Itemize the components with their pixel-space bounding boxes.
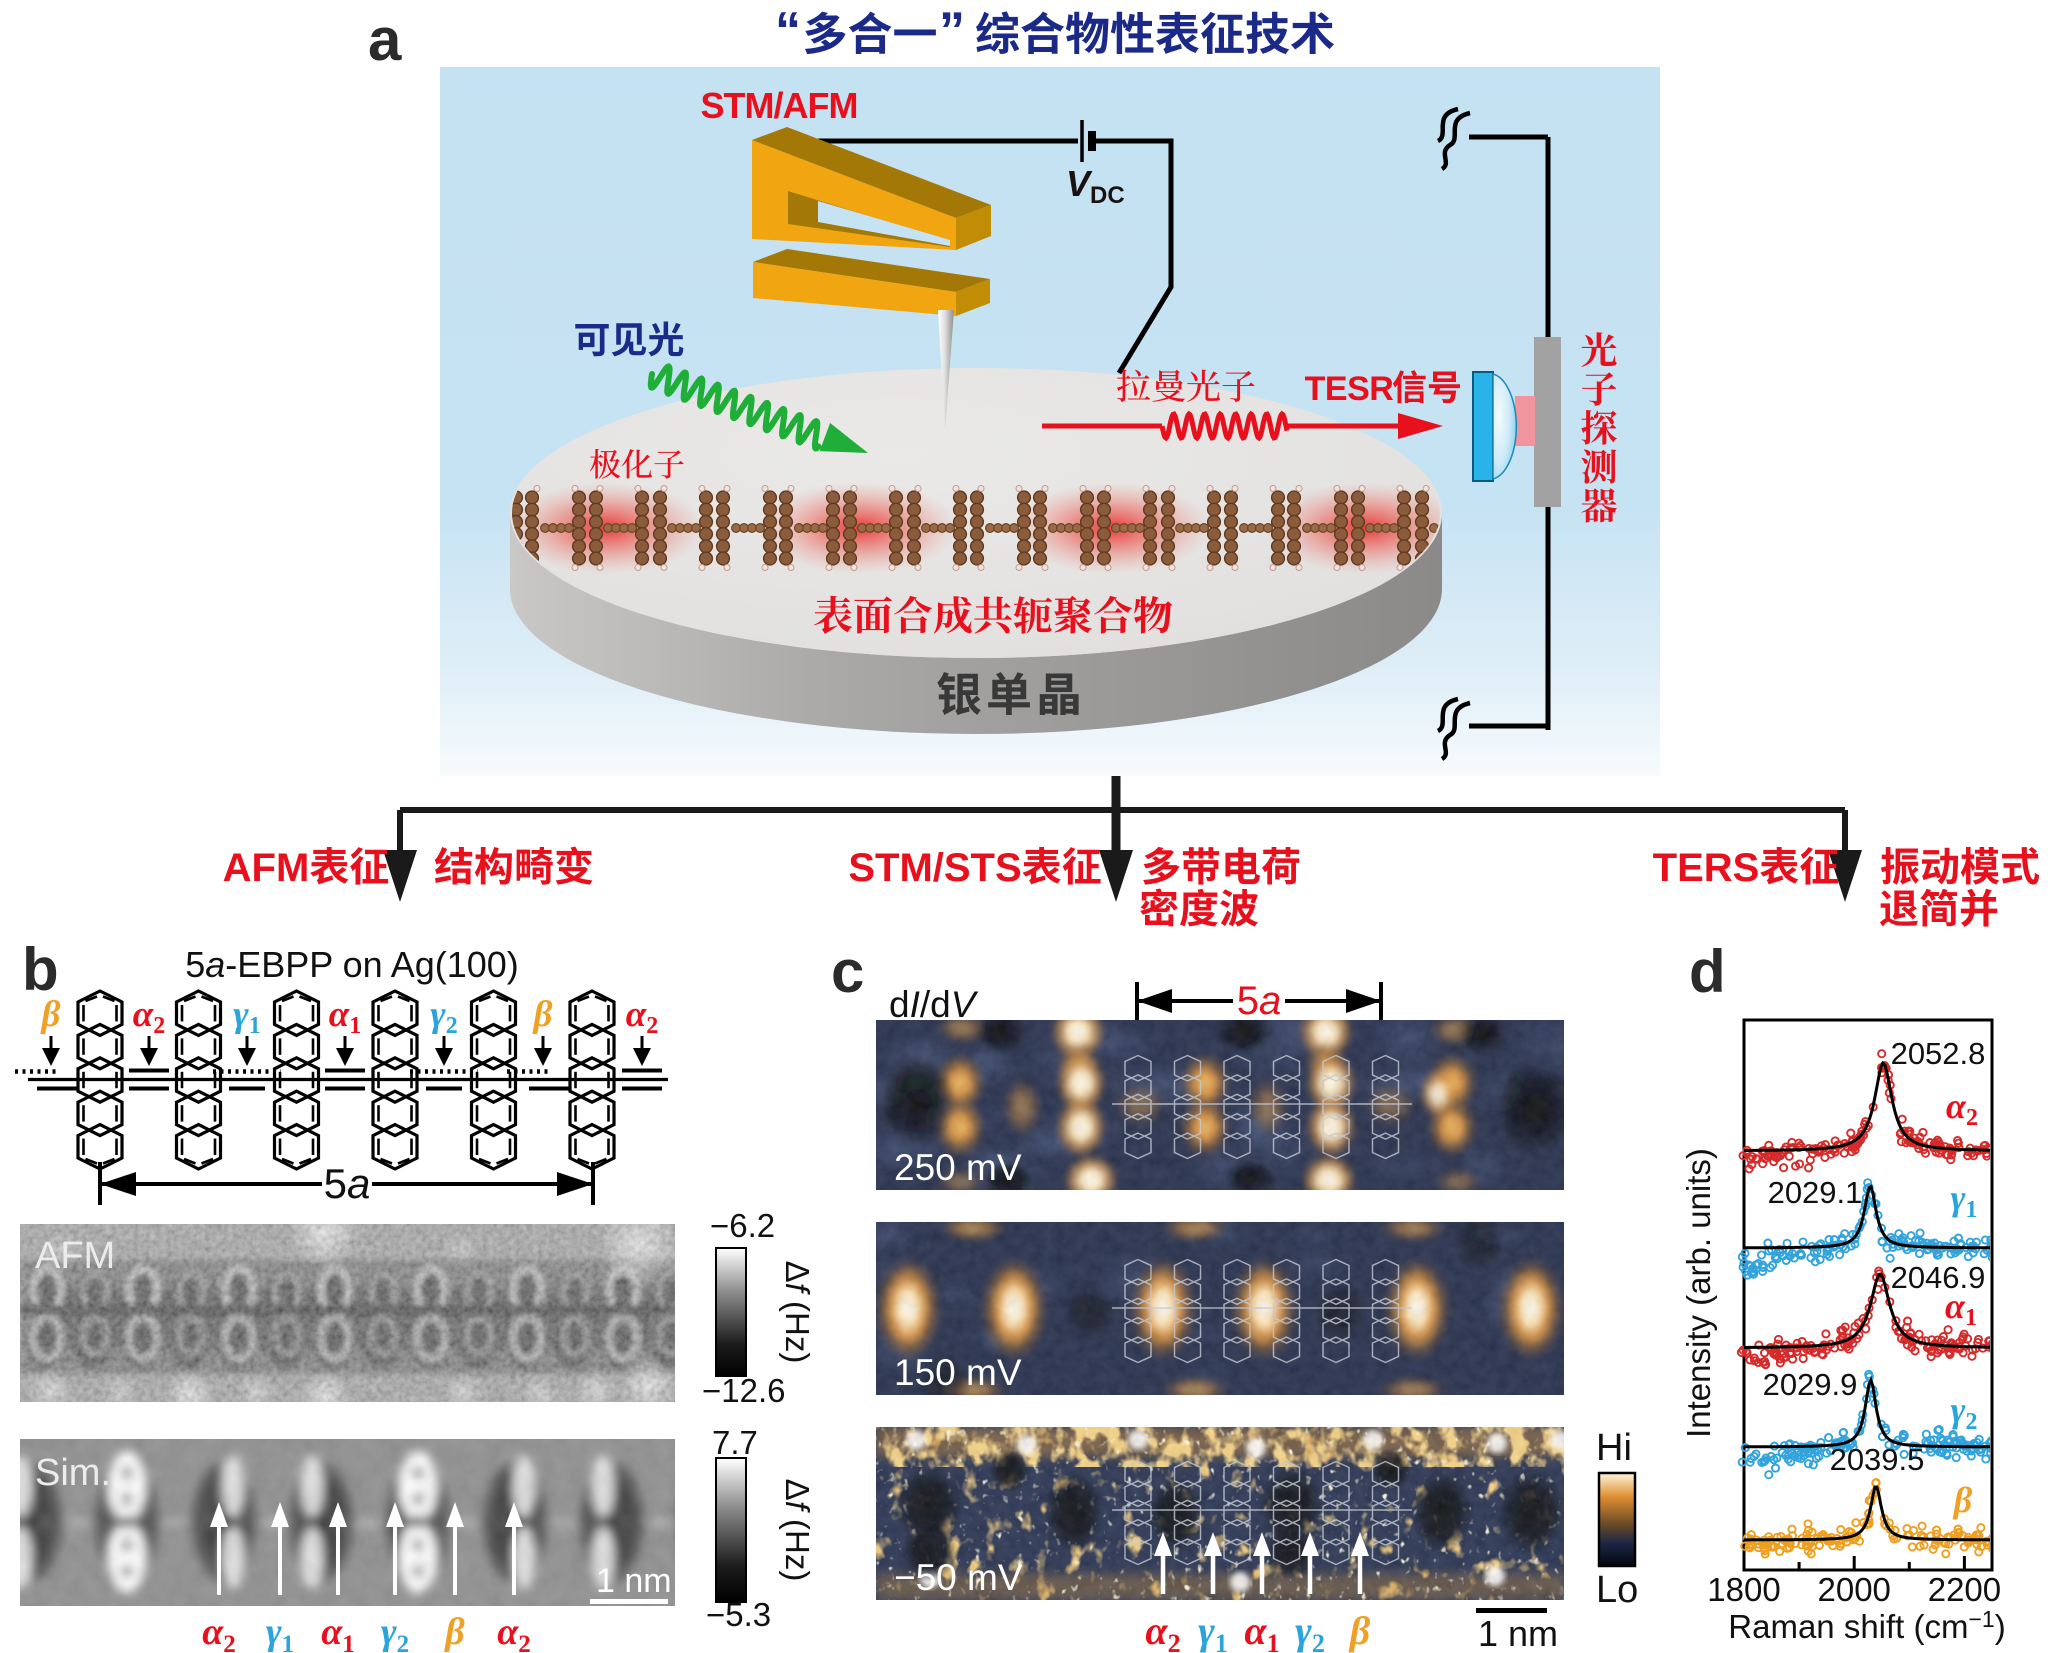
svg-text:5a-EBPP on Ag(100): 5a-EBPP on Ag(100)	[185, 944, 519, 985]
svg-text:dI/dV: dI/dV	[889, 984, 979, 1025]
svg-text:TESR: TESR	[1305, 370, 1394, 408]
svg-text:−6.2: −6.2	[710, 1207, 775, 1244]
svg-text:2000: 2000	[1818, 1571, 1891, 1608]
svg-text:Sim.: Sim.	[35, 1452, 111, 1494]
svg-text:Hi: Hi	[1596, 1427, 1632, 1469]
svg-text:AFM: AFM	[35, 1235, 115, 1277]
svg-text:−12.6: −12.6	[702, 1372, 786, 1409]
svg-text:γ2: γ2	[1295, 1608, 1325, 1653]
svg-text:TERS: TERS	[1653, 846, 1760, 890]
svg-text:2029.9: 2029.9	[1763, 1367, 1858, 1402]
svg-text:7.7: 7.7	[712, 1424, 758, 1461]
svg-text:1 nm: 1 nm	[1478, 1613, 1558, 1653]
svg-text:α2: α2	[202, 1611, 236, 1653]
svg-text:Δf (Hz): Δf (Hz)	[779, 1261, 816, 1364]
svg-text:“: “	[775, 2, 801, 60]
svg-text:β: β	[40, 994, 61, 1035]
svg-text:2200: 2200	[1928, 1571, 2001, 1608]
svg-text:α2: α2	[133, 994, 165, 1039]
svg-text:1 nm: 1 nm	[596, 1562, 672, 1600]
svg-text:a: a	[368, 6, 402, 73]
svg-text:2046.9: 2046.9	[1891, 1260, 1986, 1295]
svg-text:250 mV: 250 mV	[894, 1147, 1022, 1188]
svg-text:V: V	[1066, 163, 1093, 204]
svg-text:5a: 5a	[1237, 979, 1282, 1023]
svg-text:STM/STS: STM/STS	[848, 846, 1021, 890]
svg-text:150 mV: 150 mV	[894, 1352, 1022, 1393]
svg-text:DC: DC	[1090, 182, 1125, 209]
svg-text:Lo: Lo	[1596, 1569, 1638, 1611]
svg-text:2052.8: 2052.8	[1891, 1036, 1986, 1071]
svg-text:β: β	[1348, 1608, 1371, 1653]
svg-text:5a: 5a	[324, 1160, 371, 1207]
svg-text:γ2: γ2	[430, 994, 457, 1039]
svg-text:AFM: AFM	[223, 846, 310, 890]
svg-text:STM/AFM: STM/AFM	[701, 85, 858, 126]
svg-text:Δf (Hz): Δf (Hz)	[779, 1479, 816, 1582]
svg-text:2039.5: 2039.5	[1830, 1442, 1925, 1477]
svg-text:Intensity (arb. units): Intensity (arb. units)	[1680, 1148, 1717, 1438]
svg-text:β: β	[1952, 1480, 1973, 1520]
svg-text:c: c	[831, 938, 864, 1005]
svg-text:b: b	[22, 936, 59, 1003]
svg-text:−50 mV: −50 mV	[894, 1557, 1023, 1598]
svg-text:β: β	[532, 994, 553, 1035]
svg-text:Raman shift (cm−1): Raman shift (cm−1)	[1728, 1606, 2005, 1645]
svg-text:2029.1: 2029.1	[1768, 1175, 1863, 1210]
svg-text:1800: 1800	[1707, 1571, 1780, 1608]
svg-text:”: ”	[939, 2, 965, 60]
svg-text:β: β	[443, 1611, 465, 1653]
svg-text:d: d	[1689, 938, 1726, 1005]
svg-text:−5.3: −5.3	[706, 1596, 771, 1633]
